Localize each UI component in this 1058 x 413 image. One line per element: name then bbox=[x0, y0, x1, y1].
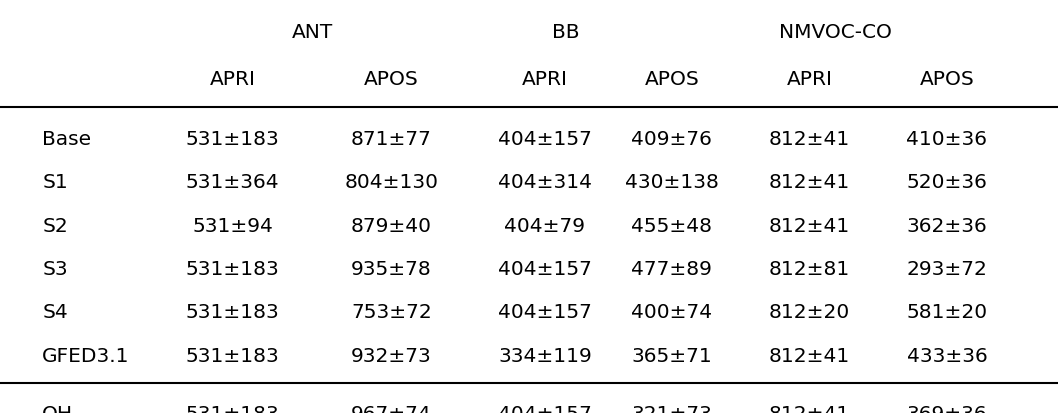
Text: 477±89: 477±89 bbox=[632, 260, 712, 279]
Text: 935±78: 935±78 bbox=[351, 260, 432, 279]
Text: ANT: ANT bbox=[292, 22, 332, 42]
Text: S2: S2 bbox=[42, 216, 68, 236]
Text: 293±72: 293±72 bbox=[907, 260, 987, 279]
Text: 812±41: 812±41 bbox=[769, 347, 850, 366]
Text: 804±130: 804±130 bbox=[345, 173, 438, 192]
Text: 531±364: 531±364 bbox=[186, 173, 279, 192]
Text: 433±36: 433±36 bbox=[907, 347, 987, 366]
Text: 430±138: 430±138 bbox=[625, 173, 718, 192]
Text: 581±20: 581±20 bbox=[907, 303, 987, 323]
Text: 531±94: 531±94 bbox=[193, 216, 273, 236]
Text: APOS: APOS bbox=[364, 70, 419, 89]
Text: 404±157: 404±157 bbox=[498, 260, 591, 279]
Text: GFED3.1: GFED3.1 bbox=[42, 347, 130, 366]
Text: 812±20: 812±20 bbox=[769, 303, 850, 323]
Text: 967±74: 967±74 bbox=[351, 405, 432, 413]
Text: 362±36: 362±36 bbox=[907, 216, 987, 236]
Text: S1: S1 bbox=[42, 173, 68, 192]
Text: NMVOC-CO: NMVOC-CO bbox=[780, 22, 892, 42]
Text: 409±76: 409±76 bbox=[632, 130, 712, 149]
Text: APOS: APOS bbox=[919, 70, 974, 89]
Text: 531±183: 531±183 bbox=[186, 347, 279, 366]
Text: 932±73: 932±73 bbox=[351, 347, 432, 366]
Text: 400±74: 400±74 bbox=[632, 303, 712, 323]
Text: 404±157: 404±157 bbox=[498, 130, 591, 149]
Text: 812±41: 812±41 bbox=[769, 405, 850, 413]
Text: 531±183: 531±183 bbox=[186, 130, 279, 149]
Text: 812±41: 812±41 bbox=[769, 130, 850, 149]
Text: 321±73: 321±73 bbox=[632, 405, 712, 413]
Text: 879±40: 879±40 bbox=[351, 216, 432, 236]
Text: Base: Base bbox=[42, 130, 91, 149]
Text: APRI: APRI bbox=[786, 70, 833, 89]
Text: 410±36: 410±36 bbox=[907, 130, 987, 149]
Text: 812±81: 812±81 bbox=[769, 260, 850, 279]
Text: 531±183: 531±183 bbox=[186, 260, 279, 279]
Text: 871±77: 871±77 bbox=[351, 130, 432, 149]
Text: 812±41: 812±41 bbox=[769, 216, 850, 236]
Text: 531±183: 531±183 bbox=[186, 405, 279, 413]
Text: 455±48: 455±48 bbox=[632, 216, 712, 236]
Text: 404±157: 404±157 bbox=[498, 303, 591, 323]
Text: APRI: APRI bbox=[522, 70, 568, 89]
Text: 753±72: 753±72 bbox=[351, 303, 432, 323]
Text: APRI: APRI bbox=[209, 70, 256, 89]
Text: S4: S4 bbox=[42, 303, 68, 323]
Text: 365±71: 365±71 bbox=[632, 347, 712, 366]
Text: 404±157: 404±157 bbox=[498, 405, 591, 413]
Text: 531±183: 531±183 bbox=[186, 303, 279, 323]
Text: BB: BB bbox=[552, 22, 580, 42]
Text: 404±79: 404±79 bbox=[505, 216, 585, 236]
Text: 369±36: 369±36 bbox=[907, 405, 987, 413]
Text: OH: OH bbox=[42, 405, 73, 413]
Text: 812±41: 812±41 bbox=[769, 173, 850, 192]
Text: 520±36: 520±36 bbox=[907, 173, 987, 192]
Text: 404±314: 404±314 bbox=[498, 173, 591, 192]
Text: APOS: APOS bbox=[644, 70, 699, 89]
Text: 334±119: 334±119 bbox=[498, 347, 591, 366]
Text: S3: S3 bbox=[42, 260, 68, 279]
